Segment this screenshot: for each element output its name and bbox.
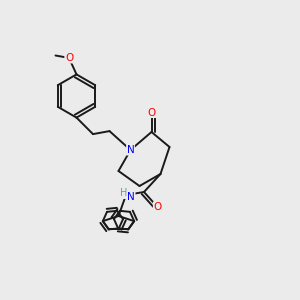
Text: O: O: [153, 202, 162, 212]
Text: H: H: [120, 188, 127, 199]
Text: N: N: [127, 191, 135, 202]
Text: N: N: [127, 145, 134, 155]
Text: O: O: [147, 107, 156, 118]
Text: O: O: [65, 53, 73, 63]
